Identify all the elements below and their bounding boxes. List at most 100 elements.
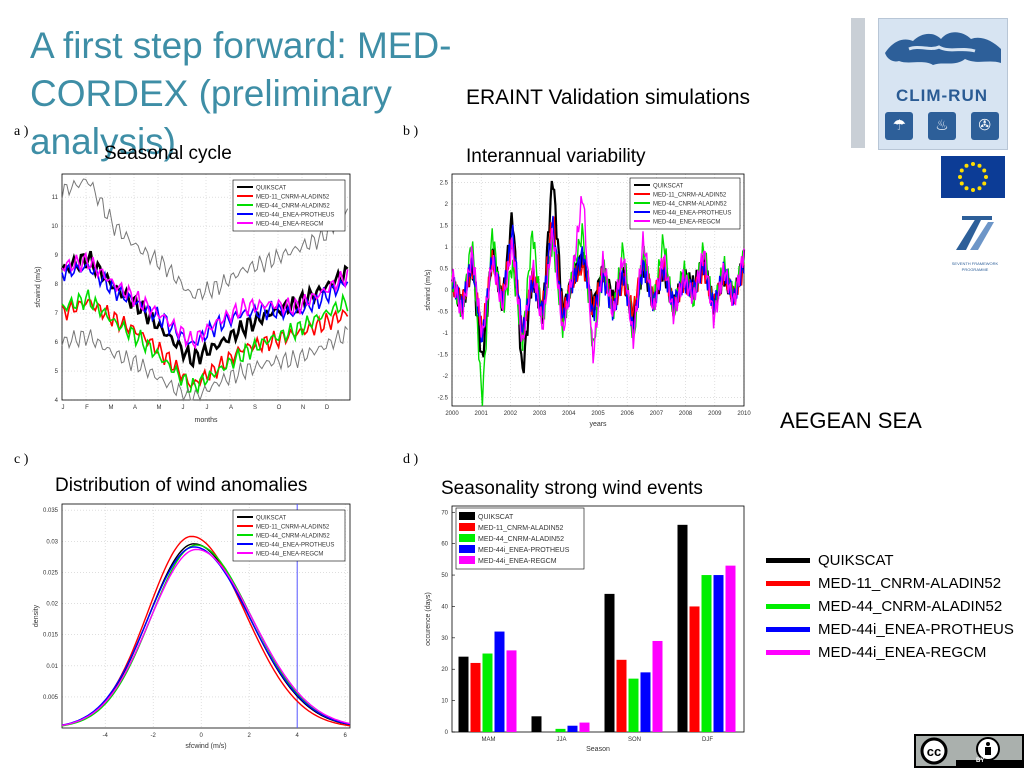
- umbrella-icon: ☂: [885, 112, 914, 140]
- legend-entry: MED-11_CNRM-ALADIN52: [653, 193, 727, 199]
- bar: [531, 716, 542, 732]
- legend-entry: MED-11_CNRM-ALADIN52: [256, 525, 330, 531]
- x-tick-label: N: [301, 405, 305, 411]
- legend-entry: MED-44_CNRM-ALADIN52: [653, 202, 727, 208]
- eu-star: [982, 181, 987, 186]
- y-tick-label: -0.5: [438, 309, 449, 315]
- flame-icon: ♨: [927, 112, 956, 140]
- eu-star: [959, 181, 964, 186]
- creative-commons-badge: cc BY: [914, 734, 1024, 768]
- x-tick-label: D: [325, 405, 330, 411]
- plot-frame: [61, 173, 351, 401]
- bar: [555, 728, 566, 732]
- strong-wind-events-chart: 0 10 20 30 40 50 60 70 MAM JJA SON DJF QUIKSCAT MED-1…: [418, 500, 754, 762]
- y-tick-label: 6: [55, 340, 59, 346]
- interannual-variability-chart: -2.5 -2 -1.5 -1 -0.5 0 0.5 1 1.5 2 2.5 2000 2001 2002…: [418, 170, 754, 432]
- legend-entry: QUIKSCAT: [256, 186, 287, 192]
- bar: [567, 725, 578, 732]
- legend-entry: MED-44i_ENEA-PROTHEUS: [478, 547, 570, 554]
- x-tick-label: 2005: [591, 411, 605, 417]
- fp7-caption: SEVENTH FRAMEWORK PROGRAMME: [948, 261, 1002, 273]
- y-tick-label: -2.5: [438, 395, 449, 401]
- panel-letter-c: c ): [14, 452, 29, 467]
- density-curve: [61, 544, 351, 727]
- bar: [640, 672, 651, 732]
- y-axis-label: sfcwind (m/s): [35, 266, 42, 307]
- legend-swatch: [459, 523, 475, 531]
- x-tick-label: -2: [151, 733, 157, 739]
- bar: [701, 575, 712, 732]
- bar: [677, 524, 688, 732]
- x-tick-label: 2002: [504, 411, 518, 417]
- legend-label: MED-44i_ENEA-REGCM: [818, 643, 987, 661]
- x-tick-label: 4: [296, 733, 300, 739]
- y-axis-label: sfcwind (m/s): [425, 269, 432, 310]
- y-tick-label: 0: [445, 730, 449, 736]
- x-tick-label: 2009: [708, 411, 722, 417]
- y-tick-label: 2: [445, 202, 449, 208]
- x-tick-label: 2001: [475, 411, 489, 417]
- eu-flag-logo: [941, 156, 1005, 198]
- bar: [458, 656, 469, 732]
- legend-entry: MED-44_CNRM-ALADIN52: [256, 534, 330, 540]
- series-line: [60, 250, 349, 369]
- y-tick-label: 0.025: [43, 570, 59, 576]
- bar: [652, 640, 663, 732]
- series-line: [451, 195, 745, 364]
- legend-swatch: [766, 626, 810, 632]
- panel-letter-d: d ): [403, 452, 419, 467]
- bar: [689, 606, 700, 732]
- x-tick-label: -4: [103, 733, 109, 739]
- legend-item-med44-aladin: MED-44_CNRM-ALADIN52: [766, 595, 1002, 617]
- eu-star: [977, 163, 982, 168]
- legend-swatch: [459, 556, 475, 564]
- y-tick-label: -1: [443, 331, 449, 337]
- y-tick-label: 0.5: [440, 267, 449, 273]
- bar: [616, 659, 627, 732]
- x-tick-label: 2: [248, 733, 252, 739]
- cc-by-label: BY: [976, 758, 985, 764]
- y-tick-label: 0.035: [43, 508, 59, 514]
- bar: [628, 678, 639, 732]
- shared-legend: QUIKSCAT MED-11_CNRM-ALADIN52 MED-44_CNR…: [766, 545, 1024, 665]
- bar: [604, 593, 615, 732]
- x-tick-label: A: [229, 405, 233, 411]
- wind-turbine-icon: ✇: [970, 112, 999, 140]
- y-tick-label: 0.01: [46, 664, 58, 670]
- y-tick-label: 40: [441, 604, 448, 610]
- y-tick-label: 70: [441, 510, 448, 516]
- y-tick-label: 10: [51, 224, 58, 230]
- eu-star: [964, 163, 969, 168]
- bar: [482, 653, 493, 732]
- y-tick-label: 10: [441, 699, 448, 705]
- density-curve: [61, 548, 351, 726]
- y-tick-label: 0.015: [43, 633, 59, 639]
- strong-wind-events-svg: 0 10 20 30 40 50 60 70 MAM JJA SON DJF QUIKSCAT MED-1…: [425, 505, 745, 753]
- y-tick-label: 1.5: [440, 224, 449, 230]
- x-tick-label: JJA: [556, 737, 566, 743]
- x-tick-label: MAM: [482, 737, 496, 743]
- cc-by-icon: cc: [916, 736, 1022, 766]
- legend-entry: QUIKSCAT: [653, 184, 684, 190]
- interannual-variability-svg: -2.5 -2 -1.5 -1 -0.5 0 0.5 1 1.5 2 2.5 2000 2001 2002…: [425, 173, 751, 428]
- x-tick-label: SON: [628, 737, 641, 743]
- eu-star: [984, 175, 988, 179]
- x-tick-label: 2010: [737, 411, 751, 417]
- y-tick-label: 8: [55, 282, 59, 288]
- caption-strong-wind-events: Seasonality strong wind events: [441, 478, 703, 499]
- legend-entry: QUIKSCAT: [478, 514, 514, 521]
- legend-entry: MED-44i_ENEA-PROTHEUS: [256, 543, 334, 549]
- y-tick-label: 1: [445, 245, 449, 251]
- y-tick-label: 60: [441, 542, 448, 548]
- eu-star: [971, 188, 975, 192]
- eu-stars-icon: [958, 162, 988, 192]
- series-line: [61, 325, 348, 402]
- legend-swatch: [459, 545, 475, 553]
- y-tick-label: 30: [441, 636, 448, 642]
- legend-box: [455, 507, 585, 570]
- density-curve: [61, 546, 351, 726]
- x-tick-label: A: [133, 405, 137, 411]
- series-line: [61, 178, 349, 301]
- eu-star: [959, 168, 964, 173]
- svg-text:cc: cc: [927, 744, 941, 759]
